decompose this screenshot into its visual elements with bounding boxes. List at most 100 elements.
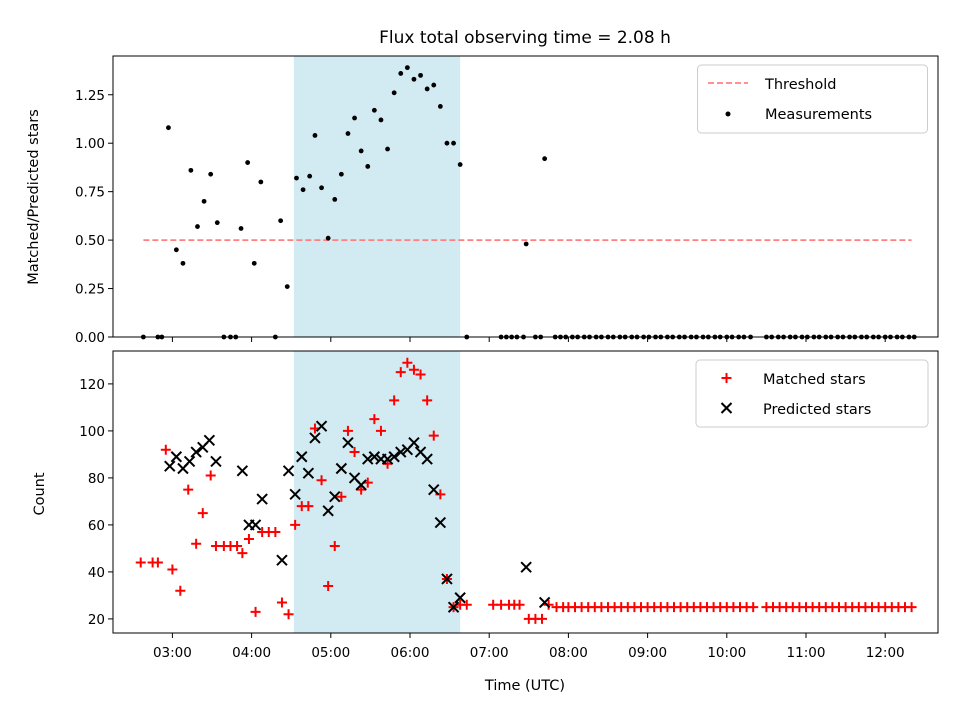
- predicted-star-point: [315, 420, 328, 432]
- matched-star-point: [408, 364, 419, 375]
- y-tick-label: 0.25: [75, 282, 105, 298]
- measurement-point: [188, 167, 194, 173]
- measurement-point: [437, 103, 443, 109]
- count-axis-ticks: 03:00 04:00 05:00 06:00 07:00 08:00 09:00 10:00…: [79, 377, 904, 661]
- y-tick-label: 60: [88, 518, 105, 534]
- y-tick-label: 120: [79, 377, 105, 393]
- legend-matched-label: Matched stars: [763, 372, 866, 388]
- legend-measurements-label: Measurements: [765, 107, 872, 123]
- predicted-star-point: [296, 451, 308, 463]
- chart-title: Flux total observing time = 2.08 h: [379, 28, 671, 48]
- measurement-point: [300, 187, 306, 193]
- measurement-point: [278, 218, 284, 224]
- matched-star-point: [323, 581, 334, 591]
- matched-star-point: [422, 395, 433, 406]
- count-axes-frame: [112, 350, 939, 634]
- predicted-star-point: [421, 453, 433, 465]
- predicted-star-point: [203, 434, 216, 447]
- measurement-point: [208, 171, 214, 177]
- matched-star-point: [276, 597, 287, 608]
- measurement-point: [378, 117, 384, 123]
- measurement-point: [214, 220, 220, 226]
- matched-star-point: [748, 602, 759, 613]
- measurement-point: [451, 140, 456, 146]
- predicted-star-point: [388, 451, 400, 463]
- predicted-star-point: [183, 455, 196, 468]
- x-axis-label: Time (UTC): [484, 678, 565, 694]
- measurement-point: [307, 173, 313, 179]
- matched-star-point: [349, 447, 360, 458]
- predicted-star-point: [309, 432, 321, 444]
- measurement-point: [345, 131, 351, 136]
- x-tick-label: 07:00: [470, 645, 509, 661]
- matched-star-point: [243, 534, 254, 544]
- y-tick-label: 0.75: [75, 185, 105, 201]
- measurement-point: [238, 226, 244, 231]
- measurement-point: [312, 133, 318, 138]
- matched-star-point: [906, 602, 917, 613]
- y-tick-label: 1.00: [75, 136, 105, 152]
- measurement-point: [358, 148, 364, 154]
- ratio-panel: 0.00 0.25 0.50 0.75 1.00 1.25 Matched/Predict…: [26, 55, 939, 346]
- ratio-legend-box: [697, 64, 928, 134]
- measurement-point: [166, 125, 171, 131]
- count-panel: 03:00 04:00 05:00 06:00 07:00 08:00 09:00 10:00…: [32, 350, 939, 694]
- measurement-point: [325, 235, 331, 241]
- matched-star-point: [167, 564, 178, 575]
- ratio-axes-frame: [112, 55, 939, 338]
- observing-window-shade-top: [293, 56, 461, 337]
- predicted-star-point: [520, 561, 532, 573]
- predicted-star-point: [282, 465, 295, 477]
- predicted-star-point: [210, 455, 222, 468]
- x-tick-label: 09:00: [628, 645, 667, 661]
- measurement-point: [173, 247, 179, 253]
- measurement-point: [352, 115, 357, 121]
- measurement-point: [457, 162, 463, 167]
- predicted-star-point: [170, 451, 183, 463]
- measurement-point: [201, 198, 207, 204]
- matched-star-point: [336, 491, 347, 502]
- x-tick-label: 06:00: [391, 645, 430, 661]
- matched-star-point: [461, 599, 472, 610]
- matched-star-point: [152, 557, 163, 568]
- ratio-y-axis-label: Matched/Predicted stars: [26, 109, 42, 285]
- measurement-point: [195, 224, 200, 229]
- predicted-star-point: [256, 493, 268, 505]
- matched-star-point: [435, 489, 446, 500]
- matched-star-point: [402, 357, 413, 368]
- measurement-point: [404, 65, 410, 71]
- y-tick-label: 20: [88, 612, 105, 628]
- matched-star-point: [514, 599, 525, 610]
- matched-star-point: [283, 609, 294, 620]
- matched-star-point: [183, 484, 194, 495]
- measurement-point: [245, 160, 251, 165]
- legend-matched-swatch: [721, 373, 732, 383]
- measurement-point: [284, 284, 290, 290]
- matched-star-point: [415, 369, 426, 380]
- predicted-star-point: [362, 453, 374, 465]
- matched-star-point: [389, 395, 400, 406]
- y-tick-label: 0.50: [75, 233, 105, 249]
- measurement-point: [444, 140, 450, 146]
- matched-star-point: [237, 548, 248, 559]
- predicted-star-point: [408, 436, 420, 449]
- measurement-point: [523, 241, 529, 247]
- matched-star-point: [375, 425, 386, 436]
- x-tick-label: 12:00: [866, 645, 905, 661]
- y-tick-label: 100: [79, 424, 105, 440]
- measurement-point: [371, 107, 377, 113]
- matched-star-point: [537, 613, 547, 624]
- ratio-axis-ticks: 0.00 0.25 0.50 0.75 1.00 1.25: [75, 88, 886, 346]
- matched-star-point: [270, 526, 281, 537]
- matched-star-point: [342, 425, 353, 436]
- predicted-star-point: [276, 554, 288, 566]
- predicted-star-point: [454, 592, 466, 604]
- y-tick-label: 80: [88, 471, 105, 487]
- measurement-point: [365, 164, 371, 169]
- predicted-star-point: [447, 601, 460, 613]
- measurement-point: [431, 82, 437, 88]
- x-tick-label: 04:00: [232, 645, 271, 661]
- matched-star-point: [232, 541, 243, 552]
- predicted-star-point: [329, 490, 341, 503]
- predicted-star-point: [302, 467, 315, 479]
